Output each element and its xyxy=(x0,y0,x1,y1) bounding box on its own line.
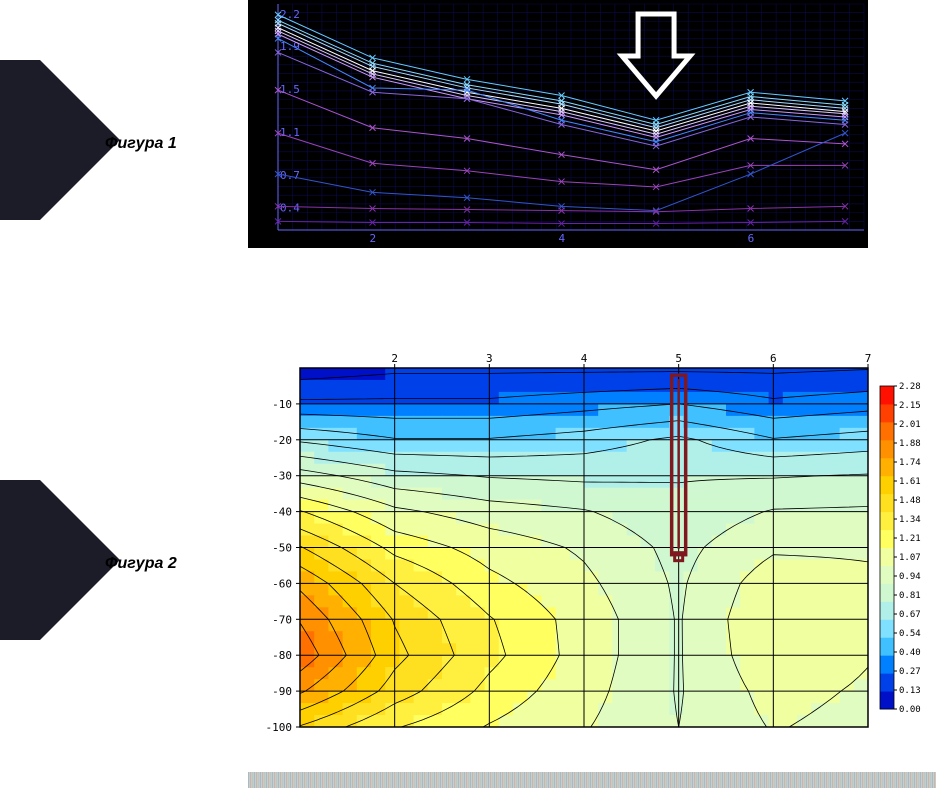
svg-text:0.4: 0.4 xyxy=(280,201,300,214)
svg-text:-30: -30 xyxy=(272,470,292,483)
svg-text:6: 6 xyxy=(748,232,755,245)
svg-text:0.54: 0.54 xyxy=(899,629,921,639)
svg-text:2: 2 xyxy=(370,232,377,245)
svg-text:-10: -10 xyxy=(272,398,292,411)
figure-1-label: Фигура 1 xyxy=(105,135,177,153)
svg-text:-60: -60 xyxy=(272,577,292,590)
figure-1-chart: 0.40.71.11.51.92.2246 xyxy=(248,0,868,248)
svg-text:-50: -50 xyxy=(272,542,292,555)
svg-text:1.88: 1.88 xyxy=(899,439,921,449)
svg-text:-70: -70 xyxy=(272,613,292,626)
svg-text:0.67: 0.67 xyxy=(899,610,921,620)
svg-text:1.34: 1.34 xyxy=(899,515,921,525)
svg-text:0.13: 0.13 xyxy=(899,686,921,696)
svg-text:7: 7 xyxy=(865,352,872,365)
svg-text:1.74: 1.74 xyxy=(899,458,921,468)
svg-text:1.48: 1.48 xyxy=(899,496,921,506)
svg-text:0.81: 0.81 xyxy=(899,591,921,601)
svg-text:3: 3 xyxy=(486,352,493,365)
svg-text:1.21: 1.21 xyxy=(899,534,921,544)
svg-text:0.00: 0.00 xyxy=(899,705,921,715)
svg-text:-40: -40 xyxy=(272,506,292,519)
svg-text:6: 6 xyxy=(770,352,777,365)
svg-text:-100: -100 xyxy=(266,721,293,734)
svg-text:2.01: 2.01 xyxy=(899,420,921,430)
chevron-1 xyxy=(0,60,120,220)
svg-text:2.28: 2.28 xyxy=(899,382,921,392)
chevron-2 xyxy=(0,480,120,640)
svg-text:1.9: 1.9 xyxy=(280,40,300,53)
figure-2-heatmap: 2 3 4 5 6 7 -10 -20 -30 -40 -50 -60 -70 -80 -90 -100 0.0… xyxy=(248,350,938,735)
svg-text:-20: -20 xyxy=(272,434,292,447)
svg-text:4: 4 xyxy=(581,352,588,365)
svg-text:4: 4 xyxy=(559,232,566,245)
svg-text:1.5: 1.5 xyxy=(280,83,300,96)
svg-text:5: 5 xyxy=(675,352,682,365)
svg-text:0.27: 0.27 xyxy=(899,667,921,677)
svg-text:0.7: 0.7 xyxy=(280,169,300,182)
svg-text:2.15: 2.15 xyxy=(899,401,921,411)
svg-text:-90: -90 xyxy=(272,685,292,698)
svg-text:2: 2 xyxy=(391,352,398,365)
svg-text:1.07: 1.07 xyxy=(899,553,921,563)
svg-text:-80: -80 xyxy=(272,649,292,662)
page: Фигура 1 Фигура 2 0.40.71.11.51.92.2246 … xyxy=(0,0,940,788)
noise-bar xyxy=(248,772,936,788)
svg-text:1.61: 1.61 xyxy=(899,477,921,487)
svg-text:2.2: 2.2 xyxy=(280,8,300,21)
svg-text:0.94: 0.94 xyxy=(899,572,921,582)
svg-text:0.40: 0.40 xyxy=(899,648,921,658)
figure-2-label: Фигура 2 xyxy=(105,555,177,573)
